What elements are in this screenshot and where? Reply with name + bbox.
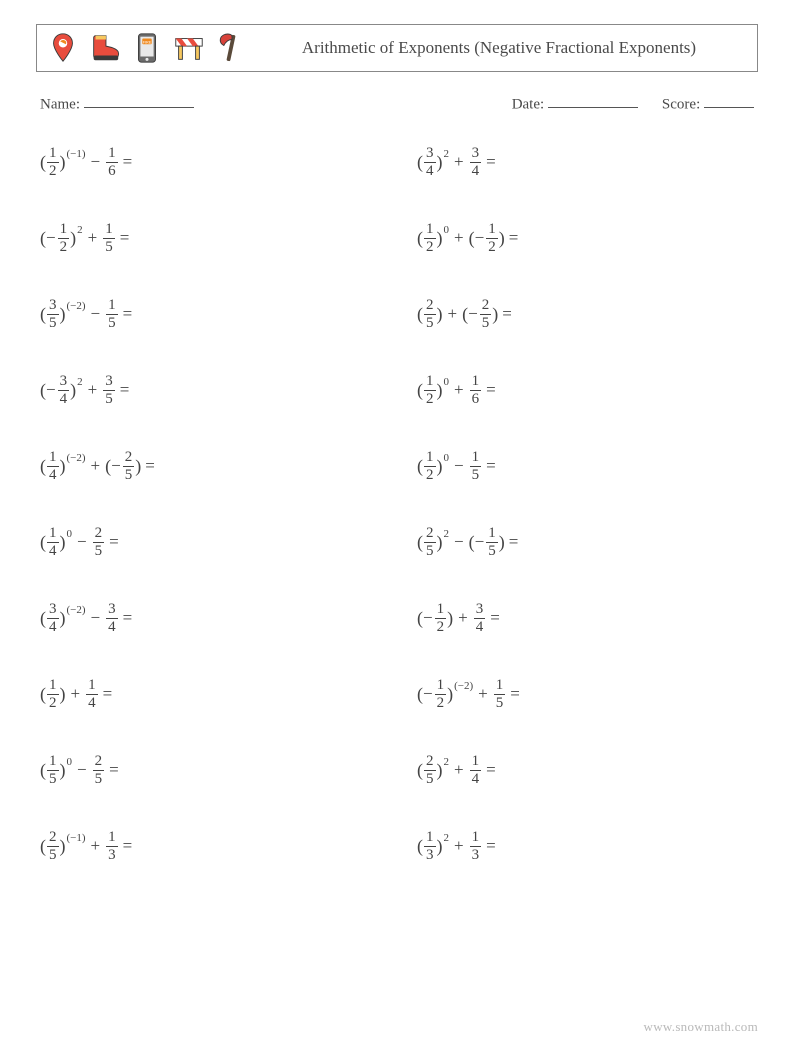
boot-icon xyxy=(87,30,123,66)
worksheet-title: Arithmetic of Exponents (Negative Fracti… xyxy=(249,35,749,60)
problem: (25)+(−25) = xyxy=(417,291,754,337)
problem: (12)0−15 = xyxy=(417,443,754,489)
name-field: Name: xyxy=(40,94,429,113)
date-blank[interactable] xyxy=(548,94,638,108)
name-label: Name: xyxy=(40,96,80,112)
header: FIRE Arithmetic of E xyxy=(36,24,758,72)
problem: (15)0−25 = xyxy=(40,747,377,793)
problem: (12)0+16 = xyxy=(417,367,754,413)
problem: (35)(−2)−15 = xyxy=(40,291,377,337)
problem: (−12)(−2)+15 = xyxy=(417,671,754,717)
problem: (−12)2+15 = xyxy=(40,215,377,261)
problem: (25)(−1)+13 = xyxy=(40,823,377,869)
score-label: Score: xyxy=(662,96,700,112)
problem: (12)0+(−12) = xyxy=(417,215,754,261)
barrier-icon xyxy=(171,30,207,66)
worksheet-page: FIRE Arithmetic of E xyxy=(0,0,794,1053)
problem: (34)(−2)−34 = xyxy=(40,595,377,641)
header-icons: FIRE xyxy=(45,30,249,66)
problem: (25)2+14 = xyxy=(417,747,754,793)
score-blank[interactable] xyxy=(704,94,754,108)
problem: (14)(−2)+(−25) = xyxy=(40,443,377,489)
problem: (14)0−25 = xyxy=(40,519,377,565)
name-blank[interactable] xyxy=(84,94,194,108)
problem: (12)+14 = xyxy=(40,671,377,717)
map-pin-icon xyxy=(45,30,81,66)
problem: (13)2+13 = xyxy=(417,823,754,869)
date-field: Date: xyxy=(512,94,638,113)
phone-icon: FIRE xyxy=(129,30,165,66)
info-row: Name: Date: Score: xyxy=(36,94,758,113)
problem: (12)(−1)−16 = xyxy=(40,139,377,185)
axe-icon xyxy=(213,30,249,66)
problems-grid: (12)(−1)−16 = (34)2+34 = (−12)2+15 = (12)0+… xyxy=(36,139,758,869)
footer-url: www.snowmath.com xyxy=(644,1019,758,1035)
problem: (25)2−(−15) = xyxy=(417,519,754,565)
problem: (34)2+34 = xyxy=(417,139,754,185)
svg-text:FIRE: FIRE xyxy=(143,40,152,44)
date-label: Date: xyxy=(512,96,544,112)
problem: (−34)2+35 = xyxy=(40,367,377,413)
score-field: Score: xyxy=(662,94,754,113)
problem: (−12)+34 = xyxy=(417,595,754,641)
